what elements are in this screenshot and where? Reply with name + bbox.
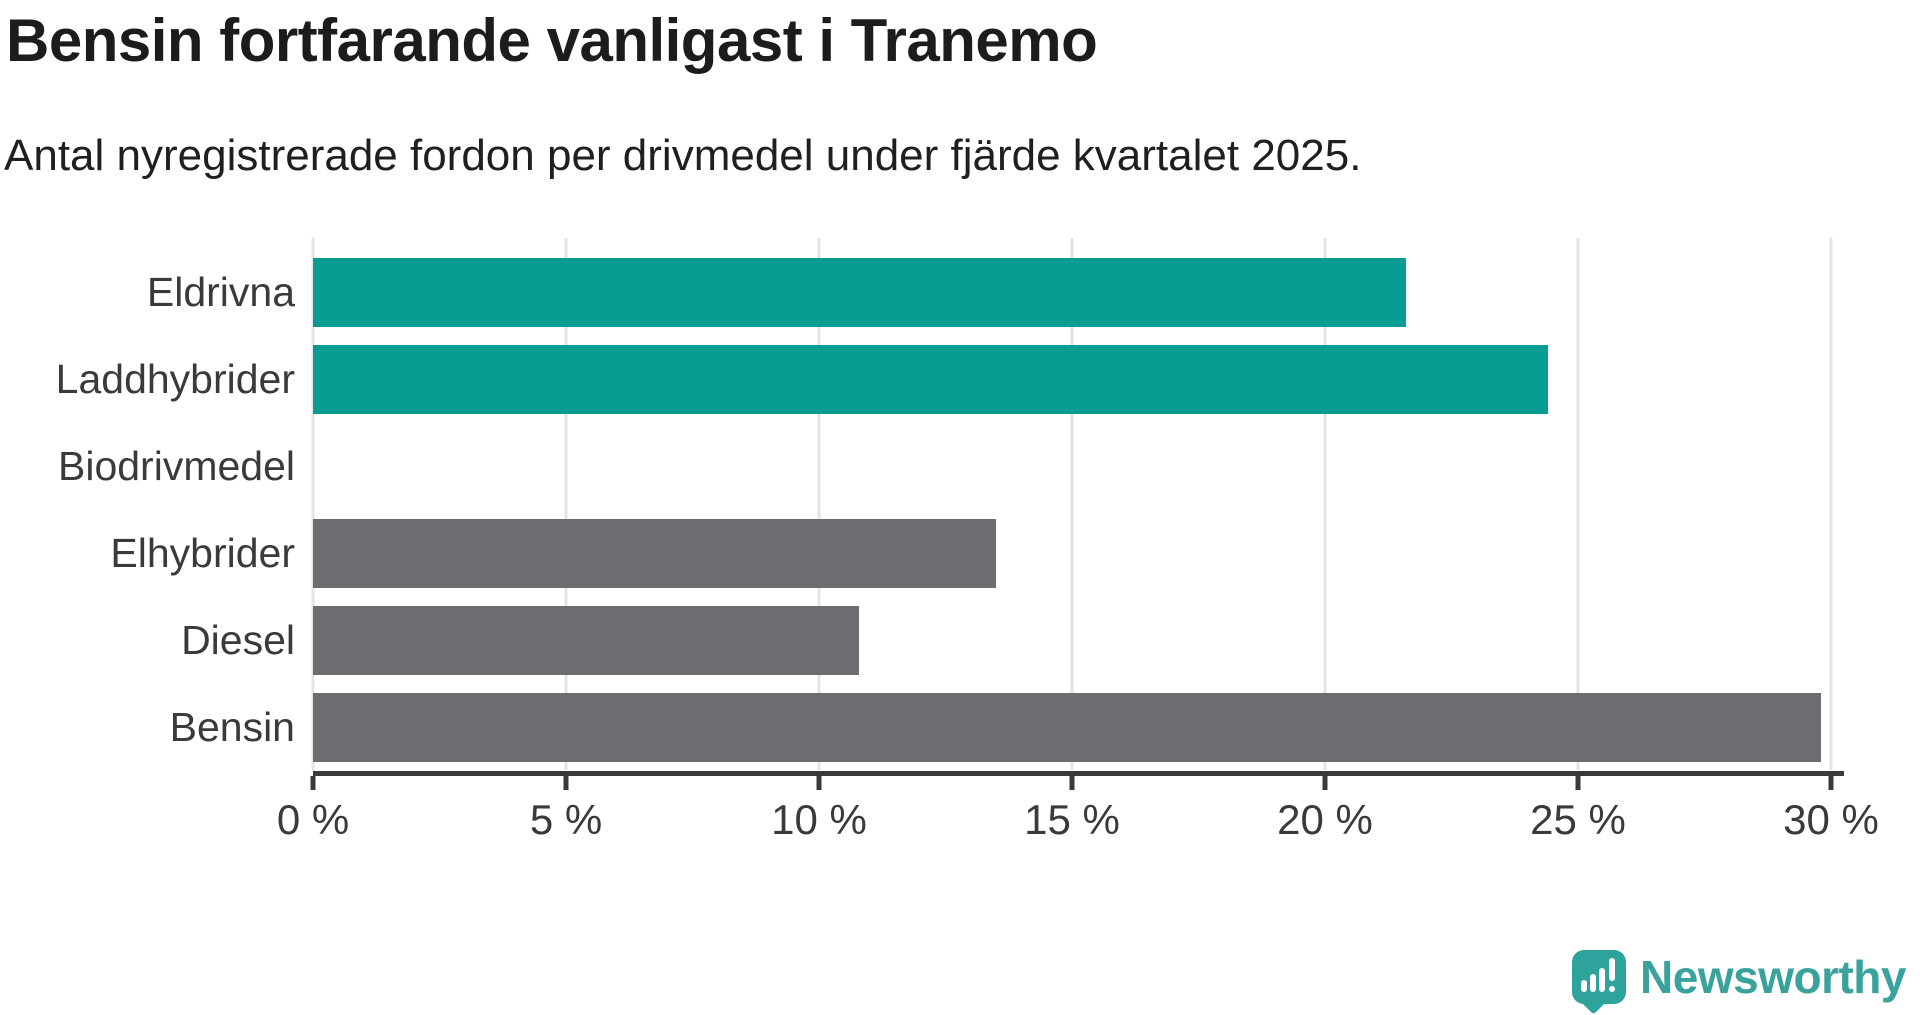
x-axis-tick	[563, 776, 569, 790]
bar-row	[313, 423, 1831, 510]
x-axis-tick-label: 0 %	[276, 796, 350, 843]
category-label: Diesel	[181, 617, 295, 663]
x-axis-tick	[1069, 776, 1075, 790]
category-labels: Eldrivna Laddhybrider Biodrivmedel Elhybrid…	[0, 249, 313, 856]
x-axis-tick-label: 20 %	[1277, 796, 1373, 843]
speech-bubble-bar-chart-icon	[1572, 950, 1627, 1015]
x-axis-tick	[1828, 776, 1834, 790]
bar	[313, 519, 997, 588]
gridline	[1576, 238, 1580, 770]
bar	[313, 258, 1406, 327]
bar-row	[313, 597, 1831, 684]
x-axis-tick-label: 15 %	[1024, 796, 1120, 843]
x-axis-ticks	[310, 776, 1834, 790]
gridline	[564, 238, 568, 770]
x-axis-tick-label: 5 %	[529, 796, 603, 843]
x-axis-tick-label: 25 %	[1530, 796, 1626, 843]
x-axis-tick-label: 10 %	[771, 796, 867, 843]
category-label: Eldrivna	[146, 269, 295, 315]
gridline	[1323, 238, 1327, 770]
plot-area: 0 % 5 % 10 % 15 % 20 % 25 % 30 %	[277, 238, 1879, 856]
newsworthy-logo-text: Newsworthy	[1640, 951, 1906, 1003]
x-axis-tick	[816, 776, 822, 790]
category-label: Bensin	[169, 704, 295, 750]
category-label: Biodrivmedel	[58, 443, 295, 489]
x-axis-tick	[1322, 776, 1328, 790]
bar-row	[313, 249, 1831, 336]
category-label: Laddhybrider	[55, 356, 295, 402]
gridline	[1829, 238, 1833, 770]
gridlines	[311, 238, 1833, 770]
x-axis-tick	[310, 776, 316, 790]
x-axis-tick-label: 30 %	[1783, 796, 1879, 843]
x-axis: 0 % 5 % 10 % 15 % 20 % 25 % 30 %	[277, 771, 1879, 856]
bar-row	[313, 510, 1831, 597]
bar-chart: Eldrivna Laddhybrider Biodrivmedel Elhybrid…	[0, 238, 1920, 856]
x-axis-tick	[1575, 776, 1581, 790]
bar	[313, 606, 860, 675]
bar	[313, 693, 1821, 762]
gridline	[1070, 238, 1074, 770]
newsworthy-logo: Newsworthy	[1572, 950, 1906, 1015]
bar	[313, 345, 1548, 414]
bars	[313, 249, 1831, 771]
x-axis-tick-labels: 0 % 5 % 10 % 15 % 20 % 25 % 30 %	[277, 796, 1879, 856]
bar-row	[313, 684, 1831, 771]
gridline	[311, 238, 315, 770]
bar-row	[313, 336, 1831, 423]
chart-title: Bensin fortfarande vanligast i Tranemo	[6, 7, 1098, 74]
chart-subtitle: Antal nyregistrerade fordon per drivmede…	[4, 131, 1362, 180]
category-label: Elhybrider	[110, 530, 295, 576]
gridline	[817, 238, 821, 770]
x-axis-line	[313, 771, 1844, 776]
